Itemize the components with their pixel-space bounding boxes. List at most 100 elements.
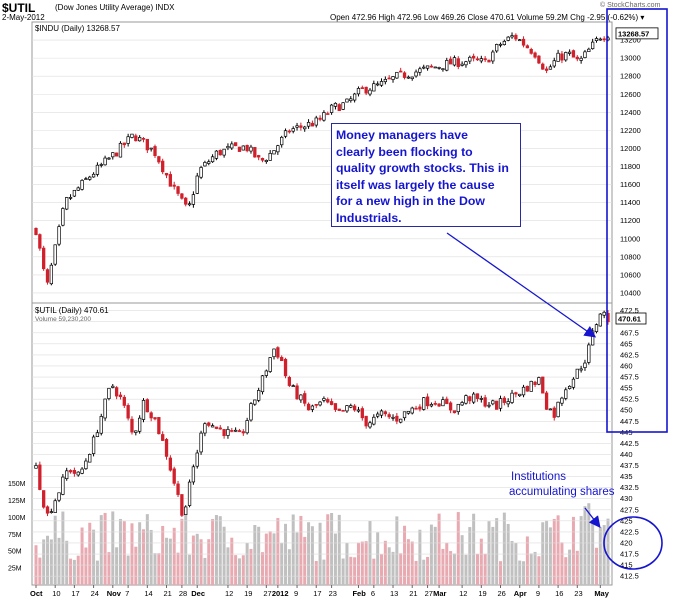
util-candle xyxy=(533,381,537,386)
volume-bar xyxy=(141,529,145,585)
util-y-tick-label: 417.5 xyxy=(620,550,639,559)
indu-candle xyxy=(356,88,361,95)
volume-bar xyxy=(602,525,606,585)
indu-candle xyxy=(560,53,564,61)
money-managers-callout: Money managers have clearly been flockin… xyxy=(331,123,521,227)
indu-candle xyxy=(76,187,80,191)
indu-candle xyxy=(195,175,199,194)
indu-candle xyxy=(65,197,69,210)
volume-bar xyxy=(564,557,568,585)
util-candle xyxy=(326,399,330,403)
volume-bar xyxy=(403,525,407,585)
indu-candle xyxy=(460,63,464,66)
indu-candle xyxy=(471,55,476,59)
volume-bar xyxy=(518,560,522,585)
volume-bar xyxy=(556,515,560,585)
indu-candle xyxy=(164,172,169,176)
util-candle xyxy=(157,417,161,435)
util-candle xyxy=(356,409,361,412)
indu-candle xyxy=(391,76,395,80)
indu-candle xyxy=(130,133,134,138)
volume-bar xyxy=(433,526,437,585)
util-candle xyxy=(579,368,583,371)
volume-bar xyxy=(456,512,460,585)
indu-candle xyxy=(360,87,364,89)
util-candle xyxy=(314,404,318,406)
util-candle xyxy=(583,362,587,368)
volume-bar xyxy=(495,518,499,585)
x-tick-label: Feb xyxy=(352,589,366,598)
util-y-tick-label: 450 xyxy=(620,406,633,415)
institutions-line: accumulating shares xyxy=(509,486,615,498)
util-candle xyxy=(418,406,422,410)
util-candle xyxy=(214,426,219,429)
util-y-tick-label: 420 xyxy=(620,538,633,547)
volume-bar xyxy=(180,518,184,585)
indu-candle xyxy=(218,149,222,156)
util-y-tick-label: 457.5 xyxy=(620,373,639,382)
indu-candle xyxy=(122,142,126,146)
volume-bar xyxy=(226,547,230,585)
indu-y-tick-label: 10400 xyxy=(620,288,641,297)
indu-y-tick-label: 12400 xyxy=(620,108,641,117)
volume-bar xyxy=(287,549,291,585)
volume-bar xyxy=(376,532,380,585)
indu-candle xyxy=(264,159,268,162)
util-y-tick-label: 460 xyxy=(620,361,633,370)
util-candle xyxy=(510,392,514,403)
util-candle xyxy=(587,344,591,363)
volume-bar xyxy=(249,548,253,585)
volume-bar xyxy=(49,539,53,585)
indu-y-tick-label: 11400 xyxy=(620,198,640,207)
indu-y-tick-label: 10800 xyxy=(620,252,641,261)
util-candle xyxy=(61,476,65,495)
util-y-tick-label: 425 xyxy=(620,516,633,525)
indu-candle xyxy=(172,184,176,187)
x-tick-label: 7 xyxy=(125,589,129,598)
indu-candle xyxy=(414,71,418,77)
indu-candle xyxy=(364,86,368,94)
indu-candle xyxy=(318,117,322,120)
volume-bar xyxy=(272,533,276,585)
x-tick-label: 24 xyxy=(91,589,99,598)
volume-bar xyxy=(333,533,337,585)
volume-bar xyxy=(483,553,487,585)
volume-bar xyxy=(284,523,288,585)
indu-candle xyxy=(602,38,606,41)
util-candle xyxy=(280,356,284,362)
volume-bar xyxy=(410,541,414,585)
util-candle xyxy=(464,395,468,404)
util-candle xyxy=(329,401,334,405)
indu-candle xyxy=(521,38,526,46)
volume-bar xyxy=(207,539,211,585)
indu-y-tick-label: 13000 xyxy=(620,54,641,63)
indu-candle xyxy=(34,227,38,235)
volume-bar xyxy=(157,553,161,585)
volume-bar xyxy=(537,556,541,585)
util-candle xyxy=(291,385,295,387)
volume-bar xyxy=(491,526,495,585)
indu-candle xyxy=(299,125,303,128)
volume-bar xyxy=(165,537,169,585)
indu-candle xyxy=(376,83,380,86)
indu-candle xyxy=(260,157,265,161)
util-candle xyxy=(395,415,399,422)
indu-candle xyxy=(118,142,123,158)
indu-candle xyxy=(99,164,103,166)
volume-bar xyxy=(111,511,115,585)
indu-candle xyxy=(395,71,399,79)
volume-bar xyxy=(533,551,537,585)
indu-candle xyxy=(203,162,207,167)
volume-bar xyxy=(575,550,579,585)
volume-bar xyxy=(257,526,261,585)
volume-bar xyxy=(502,512,506,585)
volume-bar xyxy=(460,535,464,585)
volume-bar xyxy=(414,560,418,585)
indu-candle xyxy=(479,58,483,62)
volume-bar xyxy=(372,558,376,585)
indu-candle xyxy=(295,125,299,128)
util-candle xyxy=(91,436,96,454)
indu-candle xyxy=(134,135,138,142)
util-candle xyxy=(287,377,292,386)
indu-candle xyxy=(567,51,572,54)
